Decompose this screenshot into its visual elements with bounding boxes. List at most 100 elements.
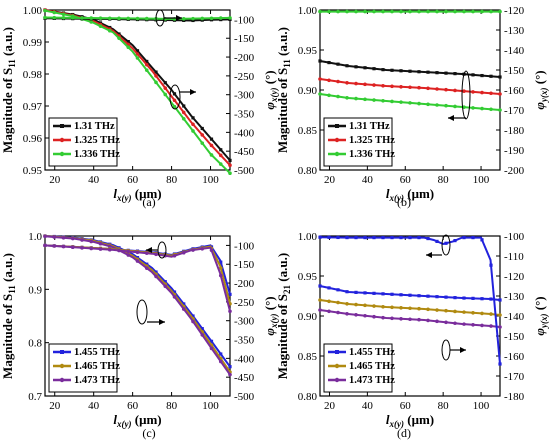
panel-d-series-point-2 bbox=[498, 325, 502, 329]
panel-d-series-point-2 bbox=[417, 317, 421, 322]
panel-a-y2tick-label: -100 bbox=[234, 14, 255, 26]
panel-a-series-point-0 bbox=[200, 126, 204, 131]
panel-d-series-point-3 bbox=[399, 236, 403, 240]
panel-d-legend-marker bbox=[334, 377, 340, 383]
panel-b-series-point-0 bbox=[480, 73, 484, 78]
panel-b-y2tick-label: -170 bbox=[504, 105, 525, 117]
panel-b-y2label: φy(x) (°) bbox=[532, 70, 549, 109]
panel-d-series-point-1 bbox=[471, 310, 475, 315]
panel-c-series-point-5 bbox=[117, 248, 121, 253]
panel-b-series-point-0 bbox=[336, 62, 340, 66]
panel-a-ylabel-unit: (a.u.) bbox=[0, 27, 15, 59]
panel-b-y2tick-label: -160 bbox=[504, 85, 525, 97]
panel-c-series-point-5 bbox=[154, 252, 158, 257]
panel-b-xlabel: lx(y) (μm) bbox=[386, 186, 434, 203]
panel-c-series-point-2 bbox=[228, 372, 232, 377]
annotation-a-top-arrow-head bbox=[176, 15, 182, 21]
panel-c-series-point-5 bbox=[228, 309, 232, 314]
panel-d-y2tick-label: -160 bbox=[504, 351, 525, 363]
panel-c-series-point-0 bbox=[209, 339, 214, 343]
panel-c-xlabel-sub: x(y) bbox=[116, 419, 132, 429]
panel-b-ytick-label: 0.95 bbox=[298, 45, 318, 57]
panel-b-series-point-3 bbox=[444, 9, 448, 14]
panel-b-y2tick-label: -120 bbox=[504, 5, 525, 17]
panel-d-series-point-2 bbox=[435, 319, 439, 324]
panel-c-caption: (c) bbox=[142, 426, 155, 440]
panel-b: 20 40 60 80 100 0.80 0.85 0.90 0.95 1.00 -120 -130 -… bbox=[298, 5, 525, 209]
panel-d-y2label-text: φy(x) (°) bbox=[532, 296, 549, 335]
panel-b-series-point-0 bbox=[489, 74, 493, 78]
panel-c-series-point-2 bbox=[135, 259, 140, 263]
annotation-d-top-ellipse bbox=[441, 234, 451, 256]
panel-a-caption: (a) bbox=[142, 195, 155, 209]
panel-b-series-point-3 bbox=[390, 9, 394, 14]
panel-b-series-point-2 bbox=[390, 99, 394, 104]
panel-d-series-point-0 bbox=[354, 290, 358, 294]
panel-a-y2label-main: φ bbox=[262, 102, 277, 110]
panel-d-series-point-2 bbox=[354, 313, 358, 317]
panel-d-y2tick-label: -170 bbox=[504, 371, 525, 383]
panel-d-legend-marker bbox=[335, 350, 339, 354]
panel-c-series-point-5 bbox=[70, 245, 75, 249]
panel-b-series-point-2 bbox=[444, 103, 448, 108]
panel-b-series-point-3 bbox=[435, 9, 439, 14]
panel-b-series-point-1 bbox=[327, 78, 331, 83]
panel-a-xlabel: lx(y) (μm) bbox=[113, 186, 161, 203]
panel-b-series-point-1 bbox=[489, 91, 493, 96]
panel-b-series-point-1 bbox=[354, 81, 358, 86]
panel-a-series-point-2 bbox=[98, 24, 103, 28]
panel-d-series-point-1 bbox=[363, 303, 367, 308]
panel-d-y2tick-label: -140 bbox=[504, 311, 525, 323]
panel-b-ylabel: Magnitude of S11 (a.u.) bbox=[275, 27, 292, 153]
panel-d-y2tick-label: -110 bbox=[504, 251, 524, 263]
panel-b-series-point-2 bbox=[345, 96, 349, 100]
panel-c-series-line-4 bbox=[44, 244, 231, 305]
panel-b-series-point-2 bbox=[498, 108, 502, 112]
panel-d-series-point-0 bbox=[462, 296, 466, 300]
panel-b-series-point-0 bbox=[408, 69, 412, 73]
panel-b-series-point-1 bbox=[390, 84, 394, 89]
panel-d-series-point-3 bbox=[417, 236, 421, 240]
panel-b-legend-label: 1.325 THz bbox=[349, 135, 395, 146]
panel-c-xtick-label: 100 bbox=[202, 400, 219, 412]
panel-b-xtick-label: 80 bbox=[438, 174, 450, 186]
panel-b-series-point-0 bbox=[417, 70, 421, 74]
panel-b-series-point-1 bbox=[381, 83, 385, 88]
panel-b-series-point-0 bbox=[444, 71, 448, 75]
panel-a-series-point-0 bbox=[145, 59, 149, 64]
panel-c-series-point-5 bbox=[80, 246, 84, 250]
panel-b-series-point-2 bbox=[435, 103, 439, 107]
panel-d-y2label: φy(x) (°) bbox=[532, 296, 549, 335]
panel-c-xlabel-unit: (μm) bbox=[132, 412, 162, 427]
panel-c-series-point-0 bbox=[228, 365, 232, 369]
panel-a-series-point-0 bbox=[126, 40, 130, 44]
panel-a-series-point-2 bbox=[52, 10, 57, 15]
panel-a-series-point-1 bbox=[144, 62, 149, 67]
panel-a-series-point-0 bbox=[228, 158, 232, 162]
panel-b-series-point-2 bbox=[426, 102, 430, 107]
panel-d-series-point-0 bbox=[435, 295, 439, 299]
panel-c-series-point-2 bbox=[70, 236, 75, 241]
panel-a-series-point-0 bbox=[117, 32, 121, 36]
panel-a-series-point-0 bbox=[172, 92, 177, 96]
annotation-b-arrow-head bbox=[448, 115, 454, 121]
panel-a-series-point-2 bbox=[43, 8, 47, 13]
panel-b-series-point-0 bbox=[453, 72, 457, 76]
panel-a-legend-label: 1.31 THz bbox=[74, 121, 115, 132]
panel-d-y2label-sub: y(x) bbox=[539, 314, 549, 330]
panel-b-series-point-1 bbox=[471, 90, 475, 94]
panel-a-series-point-2 bbox=[181, 117, 186, 121]
panel-d-y2tick-label: -100 bbox=[504, 231, 525, 243]
panel-b-series-point-3 bbox=[462, 9, 466, 14]
panel-d-series-point-1 bbox=[480, 311, 484, 316]
panel-b-xtick-label: 20 bbox=[324, 174, 336, 186]
panel-a-series-point-2 bbox=[135, 56, 140, 60]
panel-d-xlabel-sub: x(y) bbox=[389, 419, 405, 429]
panel-b-ylabel-unit: (a.u.) bbox=[275, 27, 290, 59]
panel-c-xtick-label: 20 bbox=[49, 400, 61, 412]
panel-b-series-line-1 bbox=[319, 78, 501, 95]
panel-b-series-point-3 bbox=[498, 9, 502, 14]
panel-d-series-point-1 bbox=[336, 300, 340, 305]
panel-a-series-point-4 bbox=[218, 16, 223, 20]
panel-b-series-point-2 bbox=[417, 101, 421, 106]
